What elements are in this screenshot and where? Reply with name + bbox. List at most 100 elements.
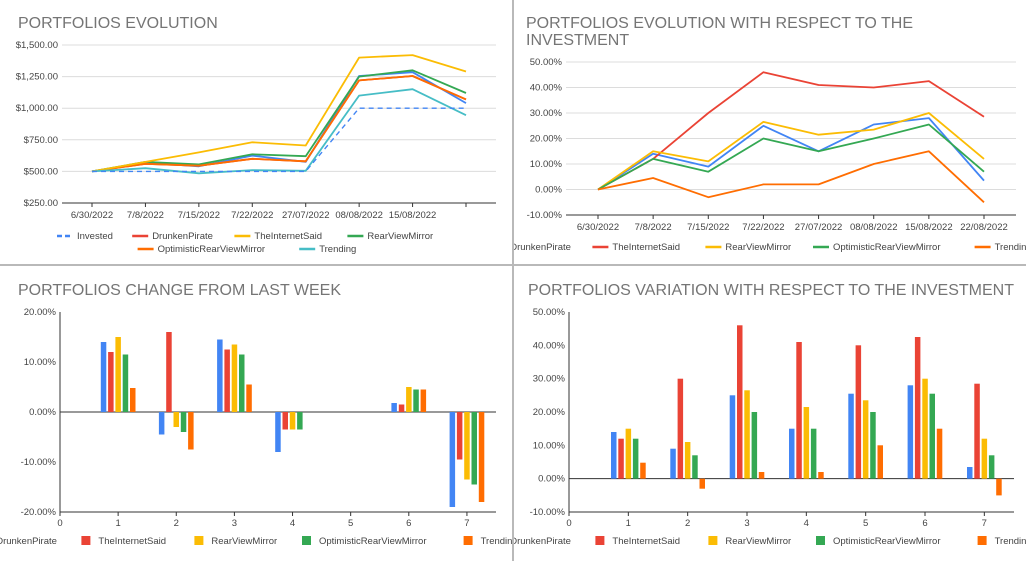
bar-trending [420,389,427,412]
bar-optimisticrearviewmirror [297,412,303,430]
y-tick-label: 0.00% [535,185,562,196]
chart-portfolios-change-last-week: PORTFOLIOS CHANGE FROM LAST WEEK -20.00%… [0,266,512,561]
x-tick-label: 15/08/2022 [389,210,437,221]
legend-label: OptimisticRearViewMirror [158,244,266,255]
bar-rearviewmirror [922,378,928,479]
x-tick-label: 7 [464,518,469,529]
x-tick-label: 7/8/2022 [635,222,672,233]
legend-swatch [816,536,825,545]
chart-svg: PORTFOLIOS EVOLUTION $250.00 $500.00 $750.… [16,15,496,255]
bar-optimisticrearviewmirror [239,354,245,412]
y-tick-label: 0.00% [29,407,56,418]
legend-swatch [81,536,91,545]
bar-rearviewmirror [684,442,691,479]
y-tick-label: 30.00% [533,374,566,385]
y-tick-label: $500.00 [24,166,58,177]
x-tick-label: 6 [922,518,927,529]
legend-label: Trending [319,244,356,255]
legend-label: TheInternetSaid [98,536,166,547]
chart-portfolios-evolution: PORTFOLIOS EVOLUTION $250.00 $500.00 $750.… [0,0,512,264]
bar-theinternetsaid [914,337,921,479]
legend-label: OptimisticRearViewMirror [833,242,941,253]
chart-title: PORTFOLIOS VARIATION WITH RESPECT TO THE… [528,282,1014,299]
chart-title: PORTFOLIOS CHANGE FROM LAST WEEK [18,282,341,299]
series-line-trending [91,88,467,175]
x-tick-label: 1 [626,518,631,529]
chart-portfolios-evolution-investment: PORTFOLIOS EVOLUTION WITH RESPECT TO THE… [514,0,1026,264]
y-tick-label: 10.00% [530,159,563,170]
horizontal-divider [0,264,1026,266]
legend-label: DrunkenPirate [514,242,571,253]
x-tick-label: 6/30/2022 [71,210,113,221]
y-tick-label: 0.00% [538,474,565,485]
bar-trending [130,388,136,412]
bar-theinternetsaid [618,438,624,479]
series-line-drunkenpirate [597,117,985,191]
y-tick-label: 40.00% [533,340,566,351]
bar-rearviewmirror [625,428,632,479]
bar-theinternetsaid [166,332,172,412]
bar-trending [246,384,252,412]
series-line-theinternetsaid [91,54,467,173]
legend-label: Trending [995,242,1026,253]
bar-rearviewmirror [981,438,988,479]
bar-optimisticrearviewmirror [870,412,876,479]
legend-label: TheInternetSaid [612,536,680,547]
legend-label: DrunkenPirate [0,536,57,547]
bar-trending [640,462,646,479]
y-tick-label: 20.00% [24,307,57,318]
y-tick-label: $250.00 [24,198,58,209]
y-tick-label: $750.00 [24,135,58,146]
bar-rearviewmirror [862,400,869,479]
y-tick-label: 30.00% [530,108,563,119]
bar-drunkenpirate [275,412,281,452]
series-line-trending [597,150,985,203]
x-tick-label: 3 [232,518,237,529]
bar-optimisticrearviewmirror [988,455,995,479]
legend-label: TheInternetSaid [254,231,322,242]
bar-trending [936,428,943,479]
chart-svg: PORTFOLIOS EVOLUTION WITH RESPECT TO THE… [514,15,1026,253]
y-tick-label: 20.00% [533,407,566,418]
bar-drunkenpirate [100,342,107,412]
y-tick-label: -10.00% [530,507,566,518]
bar-drunkenpirate [848,393,854,479]
series-line-rearviewmirror [91,69,467,173]
legend-swatch [977,536,987,545]
y-tick-label: -10.00% [21,457,57,468]
bar-drunkenpirate [789,428,795,479]
y-tick-label: 10.00% [24,357,57,368]
x-tick-label: 7/15/2022 [178,210,220,221]
x-tick-label: 4 [290,518,295,529]
x-tick-label: 1 [115,518,120,529]
bar-optimisticrearviewmirror [180,412,187,432]
bar-optimisticrearviewmirror [929,393,935,479]
bar-theinternetsaid [456,412,463,460]
bar-trending [877,445,883,479]
bar-rearviewmirror [744,390,750,479]
legend-label: DrunkenPirate [152,231,213,242]
bar-drunkenpirate [391,403,397,412]
bar-rearviewmirror [406,387,412,412]
x-tick-label: 27/07/2022 [282,210,330,221]
bar-rearviewmirror [464,412,470,480]
x-tick-label: 0 [57,518,62,529]
legend-swatch [708,536,718,545]
x-tick-label: 22/08/2022 [960,222,1008,233]
bar-rearviewmirror [115,337,121,412]
x-tick-label: 7/8/2022 [127,210,164,221]
x-tick-label: 4 [804,518,809,529]
bar-trending [996,478,1002,496]
bar-trending [478,412,485,502]
x-tick-label: 6/30/2022 [577,222,619,233]
x-tick-label: 7/22/2022 [742,222,784,233]
chart-title: PORTFOLIOS EVOLUTION [18,15,218,32]
series-line-optimisticrearviewmirror [597,123,985,191]
bar-drunkenpirate [967,467,973,479]
series-line-optimisticrearviewmirror [91,75,467,173]
bar-theinternetsaid [677,378,684,479]
legend-label: OptimisticRearViewMirror [833,536,941,547]
bar-optimisticrearviewmirror [413,389,419,412]
x-tick-label: 7/22/2022 [231,210,273,221]
y-tick-label: $1,250.00 [16,72,58,83]
